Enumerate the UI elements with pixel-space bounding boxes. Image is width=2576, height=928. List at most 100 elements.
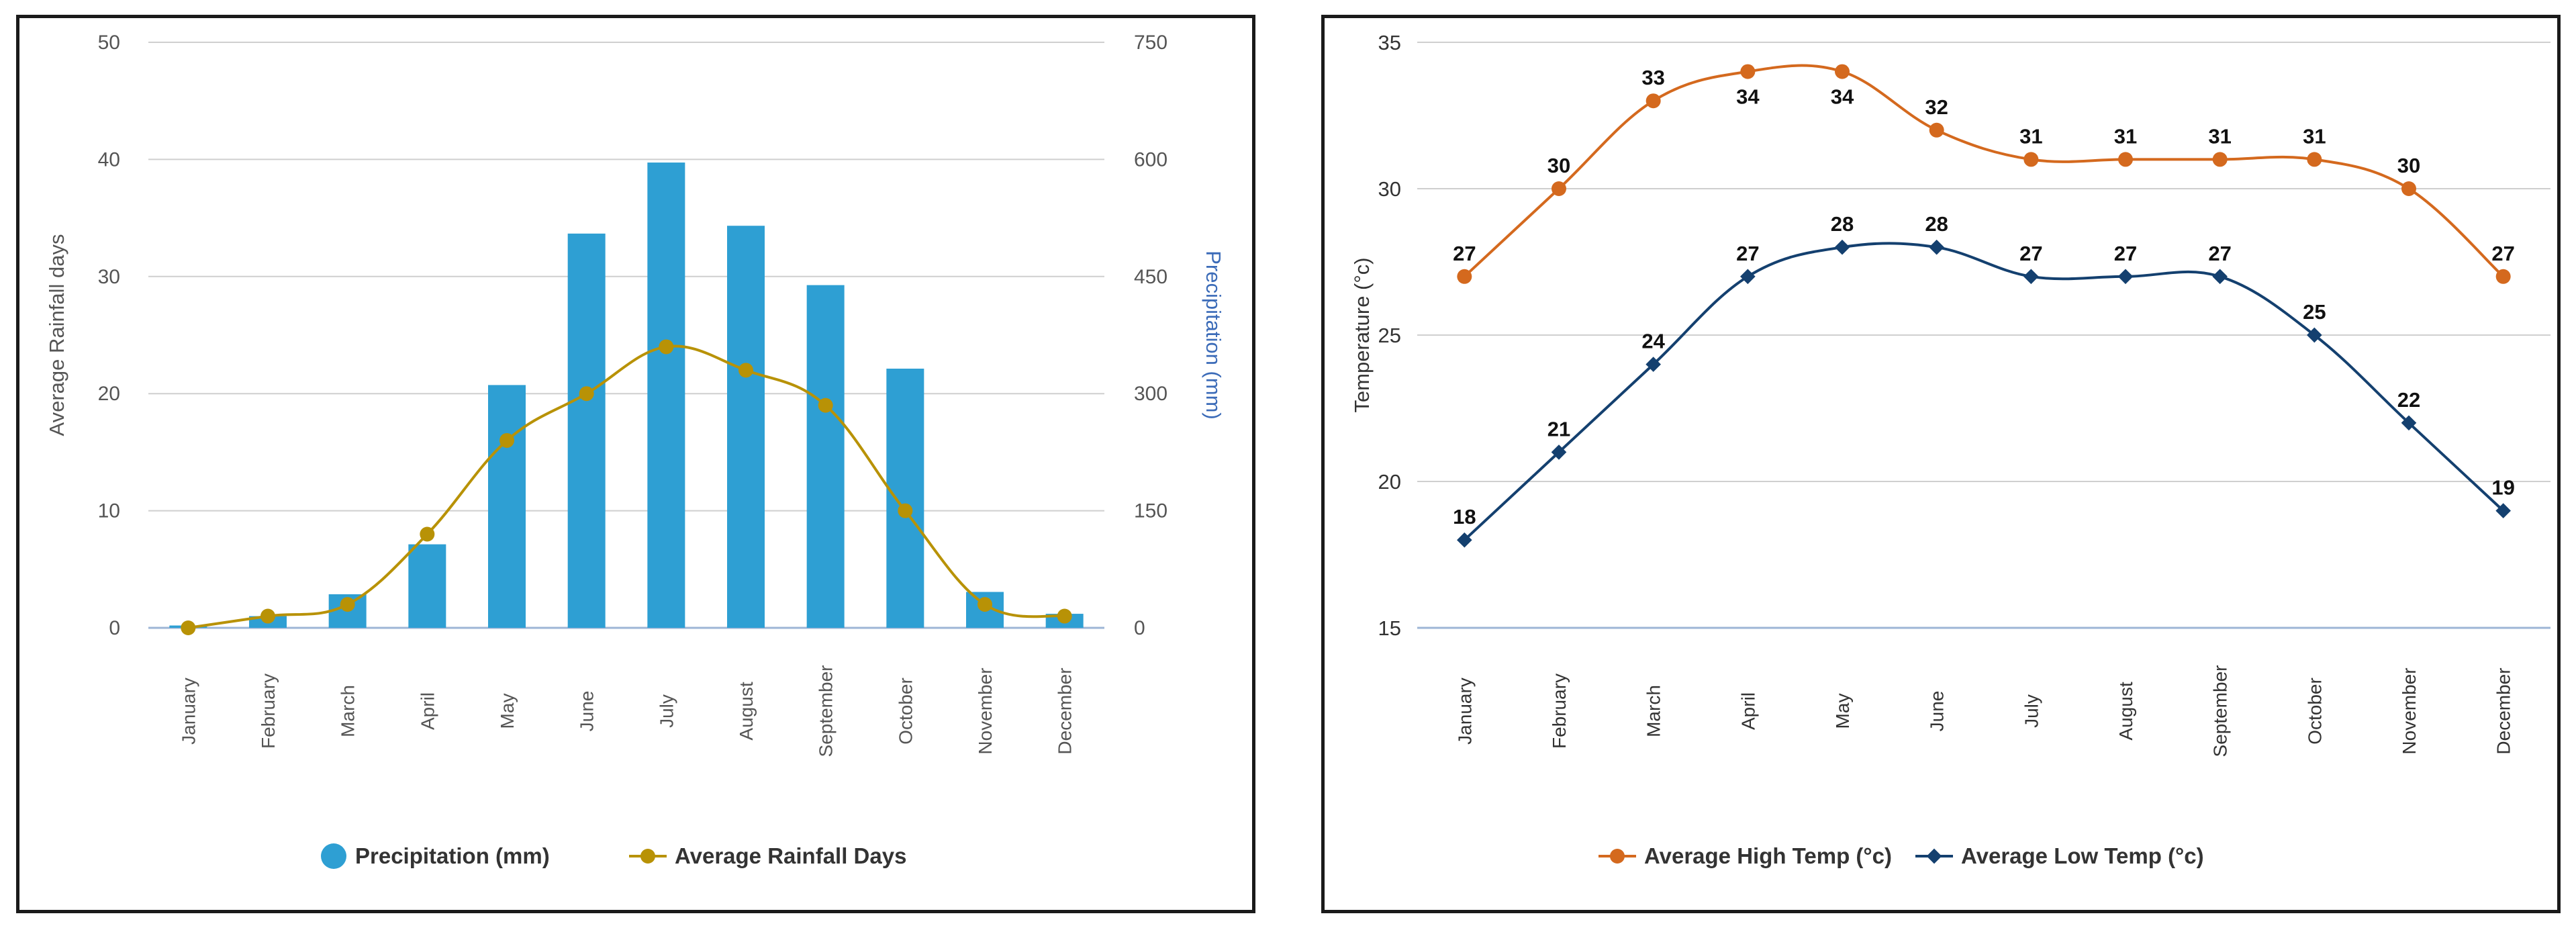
precipitation-bar [488,385,526,628]
high-temp-data-label: 27 [1453,242,1476,265]
low-temp-point [2117,269,2134,285]
precipitation-bar [647,163,685,628]
right-tick-label: 0 [1134,617,1145,639]
precipitation-bar [567,233,606,628]
high-temp-point [2118,152,2133,167]
right-tick-label: 150 [1134,500,1167,522]
legend-low-marker [1926,848,1942,864]
precipitation-bar [886,368,924,628]
high-temp-data-label: 27 [2491,242,2514,265]
low-temp-point [2307,327,2322,343]
left-tick-label: 30 [98,266,120,288]
legend-rainfall-marker [640,849,655,864]
legend-precipitation-label: Precipitation (mm) [355,843,550,868]
high-temp-data-label: 31 [2019,124,2042,148]
high-temp-point [2023,152,2039,167]
x-tick-label: August [2115,682,2136,740]
x-tick-label: May [1832,694,1853,729]
low-temp-data-label: 28 [1925,212,1948,236]
rainfall-days-point [1057,608,1072,624]
x-tick-label: February [258,674,279,749]
left-tick-label: 50 [98,32,120,54]
right-tick-label: 300 [1134,383,1167,405]
high-temp-point [1740,64,1756,79]
rainfall-days-point [738,363,753,378]
high-temp-point [1457,269,1472,284]
precipitation-bar [806,285,845,628]
high-temp-data-label: 34 [1736,85,1760,109]
high-temp-point [1929,122,1944,138]
high-temp-point [2212,152,2228,167]
rainfall-days-point [420,526,435,542]
high-temp-point [2401,181,2416,196]
high-temp-point [1645,93,1661,109]
x-tick-label: August [736,682,757,740]
x-tick-label: January [1454,678,1475,745]
rainfall-days-point [260,608,275,624]
y-tick-label: 30 [1378,177,1401,201]
y-tick-label: 20 [1378,470,1401,494]
high-temp-data-label: 34 [1831,85,1854,109]
precipitation-bar [408,544,446,628]
high-temp-line [1463,64,2505,278]
high-temp-point [2495,269,2511,284]
low-temp-point [2212,269,2228,285]
high-temp-data-label: 30 [1547,154,1570,177]
y-tick-label: 35 [1378,31,1401,54]
x-tick-label: December [1055,667,1076,754]
high-temp-point [1552,181,1566,196]
legend-low-label: Average Low Temp (°c) [1961,843,2204,868]
high-temp-data-label: 31 [2303,124,2326,148]
y-axis-title: Temperature (°c) [1350,257,1374,412]
right-tick-label: 750 [1134,32,1167,54]
x-tick-label: October [2304,678,2325,745]
rainfall-days-point [818,398,833,413]
low-temp-data-label: 19 [2491,476,2514,500]
x-tick-label: March [1643,685,1664,737]
high-temp-data-label: 31 [2114,124,2137,148]
legend-high-marker [1610,849,1625,864]
x-tick-label: April [417,692,438,730]
y-tick-label: 25 [1378,324,1401,347]
x-tick-label: December [2493,667,2514,754]
low-temp-point [2023,269,2039,285]
low-temp-data-label: 27 [2019,242,2042,265]
x-tick-label: June [577,691,598,732]
x-tick-label: November [975,667,996,754]
low-temp-data-label: 25 [2303,300,2326,324]
y-tick-label: 15 [1378,616,1401,640]
high-temp-point [2307,152,2322,167]
rainfall-days-line [188,344,1065,629]
x-tick-label: September [816,665,837,757]
high-temp-point [1835,64,1850,79]
rainfall-days-point [579,386,594,402]
legend-rainfall-label: Average Rainfall Days [675,843,906,868]
left-tick-label: 10 [98,500,120,522]
left-tick-label: 0 [109,617,120,639]
low-temp-point [1551,445,1567,460]
low-temp-point [2401,415,2417,431]
left-tick-label: 20 [98,383,120,405]
high-temp-data-label: 32 [1925,95,1948,119]
low-temp-data-label: 27 [2208,242,2231,265]
rainfall-days-point [659,339,674,355]
high-temp-data-label: 30 [2397,154,2420,177]
left-tick-label: 40 [98,148,120,171]
legend-high-label: Average High Temp (°c) [1644,843,1892,868]
rainfall-days-point [977,597,992,612]
right-tick-label: 600 [1134,148,1167,171]
rainfall-days-point [499,432,514,448]
temperature-chart: 15 20 25 30 35 Temperature (°c) 27 30 33 34 34 32 31… [1350,31,2550,868]
rainfall-days-point [898,503,913,518]
right-tick-label: 450 [1134,266,1167,288]
x-tick-label: October [895,678,916,745]
low-temp-data-label: 27 [2114,242,2137,265]
x-tick-label: April [1737,692,1758,730]
low-temp-data-label: 18 [1453,505,1476,528]
x-tick-label: September [2210,665,2231,757]
rainfall-chart-panel: 0 10 20 30 40 50 0 150 300 450 600 750 Average Rainf… [16,15,1255,913]
x-tick-label: July [656,694,677,728]
low-temp-point [1740,269,1756,285]
low-temp-data-label: 27 [1736,242,1759,265]
x-tick-label: February [1549,674,1570,749]
